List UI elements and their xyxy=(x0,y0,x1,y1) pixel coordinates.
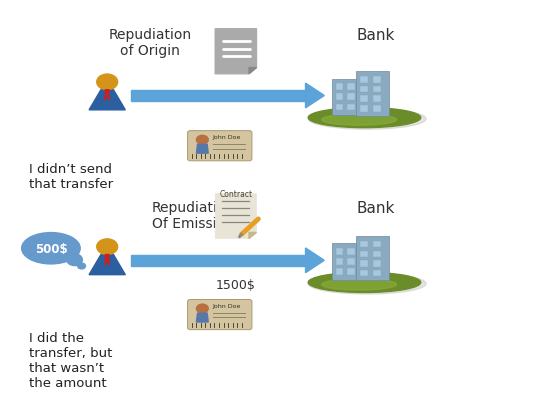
FancyBboxPatch shape xyxy=(360,87,368,93)
Circle shape xyxy=(67,254,83,266)
FancyBboxPatch shape xyxy=(360,106,368,112)
Text: I did the
transfer, but
that wasn’t
the amount: I did the transfer, but that wasn’t the … xyxy=(29,331,113,389)
Polygon shape xyxy=(105,91,110,101)
Text: I didn’t send
that transfer: I didn’t send that transfer xyxy=(29,162,114,190)
FancyBboxPatch shape xyxy=(360,77,368,83)
FancyBboxPatch shape xyxy=(347,84,355,91)
Text: Repudiation
Of Emission: Repudiation Of Emission xyxy=(151,200,235,231)
Circle shape xyxy=(96,239,118,255)
FancyBboxPatch shape xyxy=(336,259,343,265)
FancyBboxPatch shape xyxy=(347,249,355,255)
Circle shape xyxy=(96,75,118,91)
Polygon shape xyxy=(306,84,324,109)
Ellipse shape xyxy=(308,273,426,294)
Circle shape xyxy=(196,304,208,313)
Ellipse shape xyxy=(322,115,397,126)
Polygon shape xyxy=(196,314,208,322)
Text: John Doe: John Doe xyxy=(212,304,241,308)
Text: Bank: Bank xyxy=(356,200,394,215)
FancyBboxPatch shape xyxy=(373,270,381,277)
Text: Contract: Contract xyxy=(220,189,253,198)
FancyBboxPatch shape xyxy=(336,84,343,91)
Polygon shape xyxy=(249,69,256,75)
FancyBboxPatch shape xyxy=(360,96,368,103)
FancyBboxPatch shape xyxy=(188,300,252,330)
FancyBboxPatch shape xyxy=(356,237,389,281)
Text: Bank: Bank xyxy=(356,28,394,43)
Polygon shape xyxy=(105,255,110,265)
Polygon shape xyxy=(215,194,256,239)
FancyBboxPatch shape xyxy=(373,96,381,103)
FancyBboxPatch shape xyxy=(347,259,355,265)
Polygon shape xyxy=(215,30,256,75)
Polygon shape xyxy=(89,255,125,275)
FancyBboxPatch shape xyxy=(336,269,343,275)
Ellipse shape xyxy=(308,109,426,130)
FancyBboxPatch shape xyxy=(188,132,252,161)
FancyBboxPatch shape xyxy=(373,251,381,257)
FancyBboxPatch shape xyxy=(373,241,381,248)
FancyBboxPatch shape xyxy=(347,269,355,275)
FancyBboxPatch shape xyxy=(373,261,381,267)
Ellipse shape xyxy=(21,233,80,264)
FancyBboxPatch shape xyxy=(360,251,368,257)
Text: John Doe: John Doe xyxy=(212,135,241,140)
FancyBboxPatch shape xyxy=(336,249,343,255)
Polygon shape xyxy=(249,233,256,239)
FancyBboxPatch shape xyxy=(360,241,368,248)
Circle shape xyxy=(78,263,85,269)
FancyBboxPatch shape xyxy=(332,244,360,280)
Polygon shape xyxy=(306,248,324,273)
Ellipse shape xyxy=(322,279,397,290)
Polygon shape xyxy=(131,91,306,102)
Ellipse shape xyxy=(308,108,421,128)
Text: 500$: 500$ xyxy=(35,242,67,255)
FancyBboxPatch shape xyxy=(373,77,381,83)
FancyBboxPatch shape xyxy=(347,104,355,111)
FancyBboxPatch shape xyxy=(336,94,343,101)
FancyBboxPatch shape xyxy=(373,87,381,93)
FancyBboxPatch shape xyxy=(336,104,343,111)
Ellipse shape xyxy=(308,273,421,293)
Polygon shape xyxy=(89,91,125,111)
FancyBboxPatch shape xyxy=(332,79,360,115)
Polygon shape xyxy=(196,145,208,154)
FancyBboxPatch shape xyxy=(373,106,381,112)
FancyBboxPatch shape xyxy=(360,261,368,267)
Text: 1500$: 1500$ xyxy=(216,279,256,292)
Polygon shape xyxy=(131,255,306,266)
FancyBboxPatch shape xyxy=(360,270,368,277)
FancyBboxPatch shape xyxy=(347,94,355,101)
Circle shape xyxy=(196,136,208,145)
FancyBboxPatch shape xyxy=(356,72,389,116)
Text: Repudiation
of Origin: Repudiation of Origin xyxy=(108,28,192,58)
